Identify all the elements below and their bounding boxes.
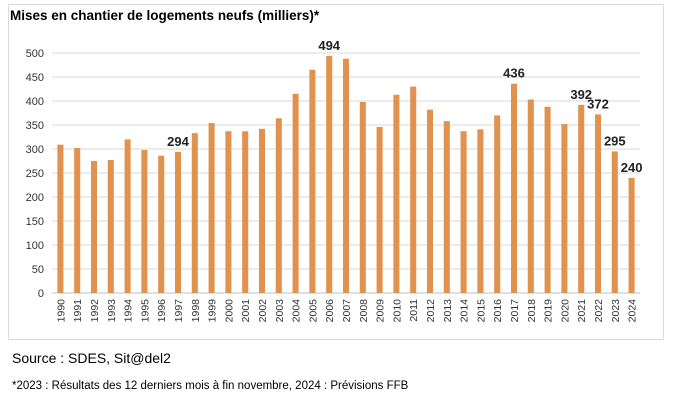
bar-1993: [107, 160, 114, 293]
bar-1997: [174, 151, 182, 293]
x-tick-label: 2012: [425, 299, 437, 323]
x-tick-label: 2017: [509, 299, 521, 323]
bar-2024: [628, 177, 635, 293]
bar-1998: [191, 133, 198, 293]
x-tick-label: 2008: [358, 299, 370, 323]
y-tick-label: 500: [26, 48, 44, 60]
x-tick-label: 1992: [89, 299, 101, 323]
bar-2012: [426, 109, 434, 293]
bar-2018: [527, 99, 534, 293]
bar-2002: [258, 128, 266, 293]
bar-1995: [141, 149, 148, 293]
x-tick-label: 1990: [55, 299, 67, 323]
x-tick-label: 2001: [240, 299, 252, 323]
y-tick-label: 0: [38, 288, 44, 300]
x-tick-label: 1993: [106, 299, 118, 323]
bar-2011: [410, 86, 417, 293]
bar-1999: [208, 123, 215, 293]
y-tick-label: 200: [26, 192, 44, 204]
x-tick-label: 1998: [190, 299, 202, 323]
bar-2014: [460, 131, 467, 293]
chart-title: Mises en chantier de logements neufs (mi…: [10, 8, 320, 23]
x-tick-label: 2024: [627, 299, 639, 323]
bar-2013: [443, 121, 450, 293]
bar-2015: [477, 129, 484, 293]
x-tick-label: 2007: [341, 299, 353, 323]
data-label-2022: 372: [587, 96, 609, 111]
chart-frame: [8, 4, 664, 340]
y-tick-label: 450: [26, 72, 44, 84]
x-tick-label: 2022: [593, 299, 605, 323]
bar-1996: [158, 155, 165, 293]
x-axis-ticks: 1990 1991 1992 1993 1994 1995 1996 1997 1998 1999…: [55, 299, 638, 323]
x-tick-label: 2023: [610, 299, 622, 323]
x-tick-label: 2002: [257, 299, 269, 323]
y-tick-label: 50: [32, 264, 44, 276]
x-tick-label: 2005: [307, 299, 319, 323]
y-tick-label: 250: [26, 168, 44, 180]
bar-2001: [242, 131, 249, 293]
x-tick-label: 1996: [156, 299, 168, 323]
bar-2023: [611, 151, 618, 293]
x-tick-label: 2021: [576, 299, 588, 323]
x-tick-label: 2014: [459, 299, 471, 323]
bar-2004: [292, 93, 299, 293]
x-tick-label: 2003: [274, 299, 286, 323]
x-tick-label: 1995: [139, 299, 151, 323]
footnote: *2023 : Résultats des 12 derniers mois à…: [12, 380, 409, 392]
y-tick-label: 400: [26, 96, 44, 108]
bar-1992: [90, 161, 98, 293]
x-tick-label: 2004: [291, 299, 303, 323]
bar-2007: [342, 58, 350, 294]
x-tick-label: 2000: [223, 299, 235, 323]
y-tick-label: 300: [26, 144, 44, 156]
source-note: Source : SDES, Sit@del2: [12, 350, 171, 366]
bar-2022: [594, 114, 602, 293]
x-tick-label: 2011: [408, 299, 420, 322]
data-label-1997: 294: [167, 134, 189, 149]
bar-2019: [544, 106, 551, 293]
y-axis-ticks: 0 50 100 150 200 250 300 350 400 450 500: [26, 48, 44, 300]
bar-2006: [326, 55, 333, 293]
bar-1990: [57, 144, 64, 293]
bar-1991: [74, 148, 81, 293]
bar-2000: [225, 131, 232, 293]
bar-2020: [561, 124, 568, 293]
bar-1994: [124, 139, 131, 293]
x-tick-label: 2009: [375, 299, 387, 323]
x-tick-label: 2020: [559, 299, 571, 323]
x-tick-label: 2013: [442, 299, 454, 323]
bar-2021: [578, 104, 585, 293]
y-tick-label: 350: [26, 120, 44, 132]
bar-2010: [393, 94, 400, 293]
x-tick-label: 1991: [72, 299, 84, 323]
bar-2009: [376, 126, 383, 293]
y-tick-label: 100: [26, 240, 44, 252]
data-label-2006: 494: [318, 38, 340, 53]
x-tick-label: 2010: [391, 299, 403, 323]
x-tick-label: 1994: [123, 299, 135, 323]
data-label-2023: 295: [604, 133, 626, 148]
bars: [57, 55, 635, 294]
bar-2005: [309, 69, 316, 293]
bar-2003: [275, 118, 282, 293]
x-tick-label: 2015: [475, 299, 487, 323]
bar-2008: [359, 101, 366, 294]
x-tick-label: 2018: [526, 299, 538, 323]
data-label-2024: 240: [621, 160, 643, 175]
x-tick-label: 2016: [492, 299, 504, 323]
data-label-2017: 436: [503, 66, 525, 81]
x-tick-label: 1999: [207, 299, 219, 323]
data-label-2021: 392: [570, 87, 592, 102]
x-tick-label: 2006: [324, 299, 336, 323]
bar-2017: [510, 83, 518, 293]
y-tick-label: 150: [26, 216, 44, 228]
bar-2016: [494, 115, 501, 294]
x-tick-label: 2019: [543, 299, 555, 323]
x-tick-label: 1997: [173, 299, 185, 323]
